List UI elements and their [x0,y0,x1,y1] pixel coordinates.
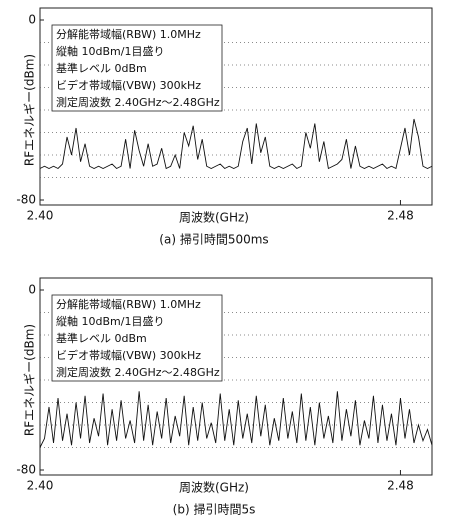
y-tick-label: 0 [28,283,36,297]
annotation-box [51,294,223,382]
trace [39,118,433,170]
annotation: 縦軸 10dBm/1目盛り [56,314,164,328]
x-axis-label: 周波数(GHz) [179,480,249,495]
y-tick-label: -80 [16,463,36,477]
annotation: 測定周波数 2.40GHz〜2.48GHz [56,95,220,109]
x-axis-label: 周波数(GHz) [179,210,249,225]
annotation: 分解能帯域幅(RBW) 1.0MHz [56,27,201,41]
annotation: 基準レベル 0dBm [56,331,147,345]
x-tick-label: 2.40 [27,209,54,223]
x-tick-label: 2.48 [387,209,414,223]
y-tick-label: 0 [28,13,36,27]
annotation: 分解能帯域幅(RBW) 1.0MHz [56,297,201,311]
x-tick-label: 2.48 [387,479,414,493]
annotation: ビデオ帯域幅(VBW) 300kHz [56,348,201,362]
annotation: 測定周波数 2.40GHz〜2.48GHz [56,365,220,379]
caption: (a) 掃引時間500ms [159,232,268,247]
caption: (b) 掃引時間5s [173,502,256,517]
y-tick-label: -80 [16,193,36,207]
annotation: ビデオ帯域幅(VBW) 300kHz [56,78,201,92]
annotation: 基準レベル 0dBm [56,61,147,75]
y-axis-label: RFエネルギー(dBm) [23,324,37,436]
annotation-box [51,24,223,112]
trace [39,391,433,448]
y-axis-label: RFエネルギー(dBm) [23,54,37,166]
annotation: 縦軸 10dBm/1目盛り [56,44,164,58]
x-tick-label: 2.40 [27,479,54,493]
